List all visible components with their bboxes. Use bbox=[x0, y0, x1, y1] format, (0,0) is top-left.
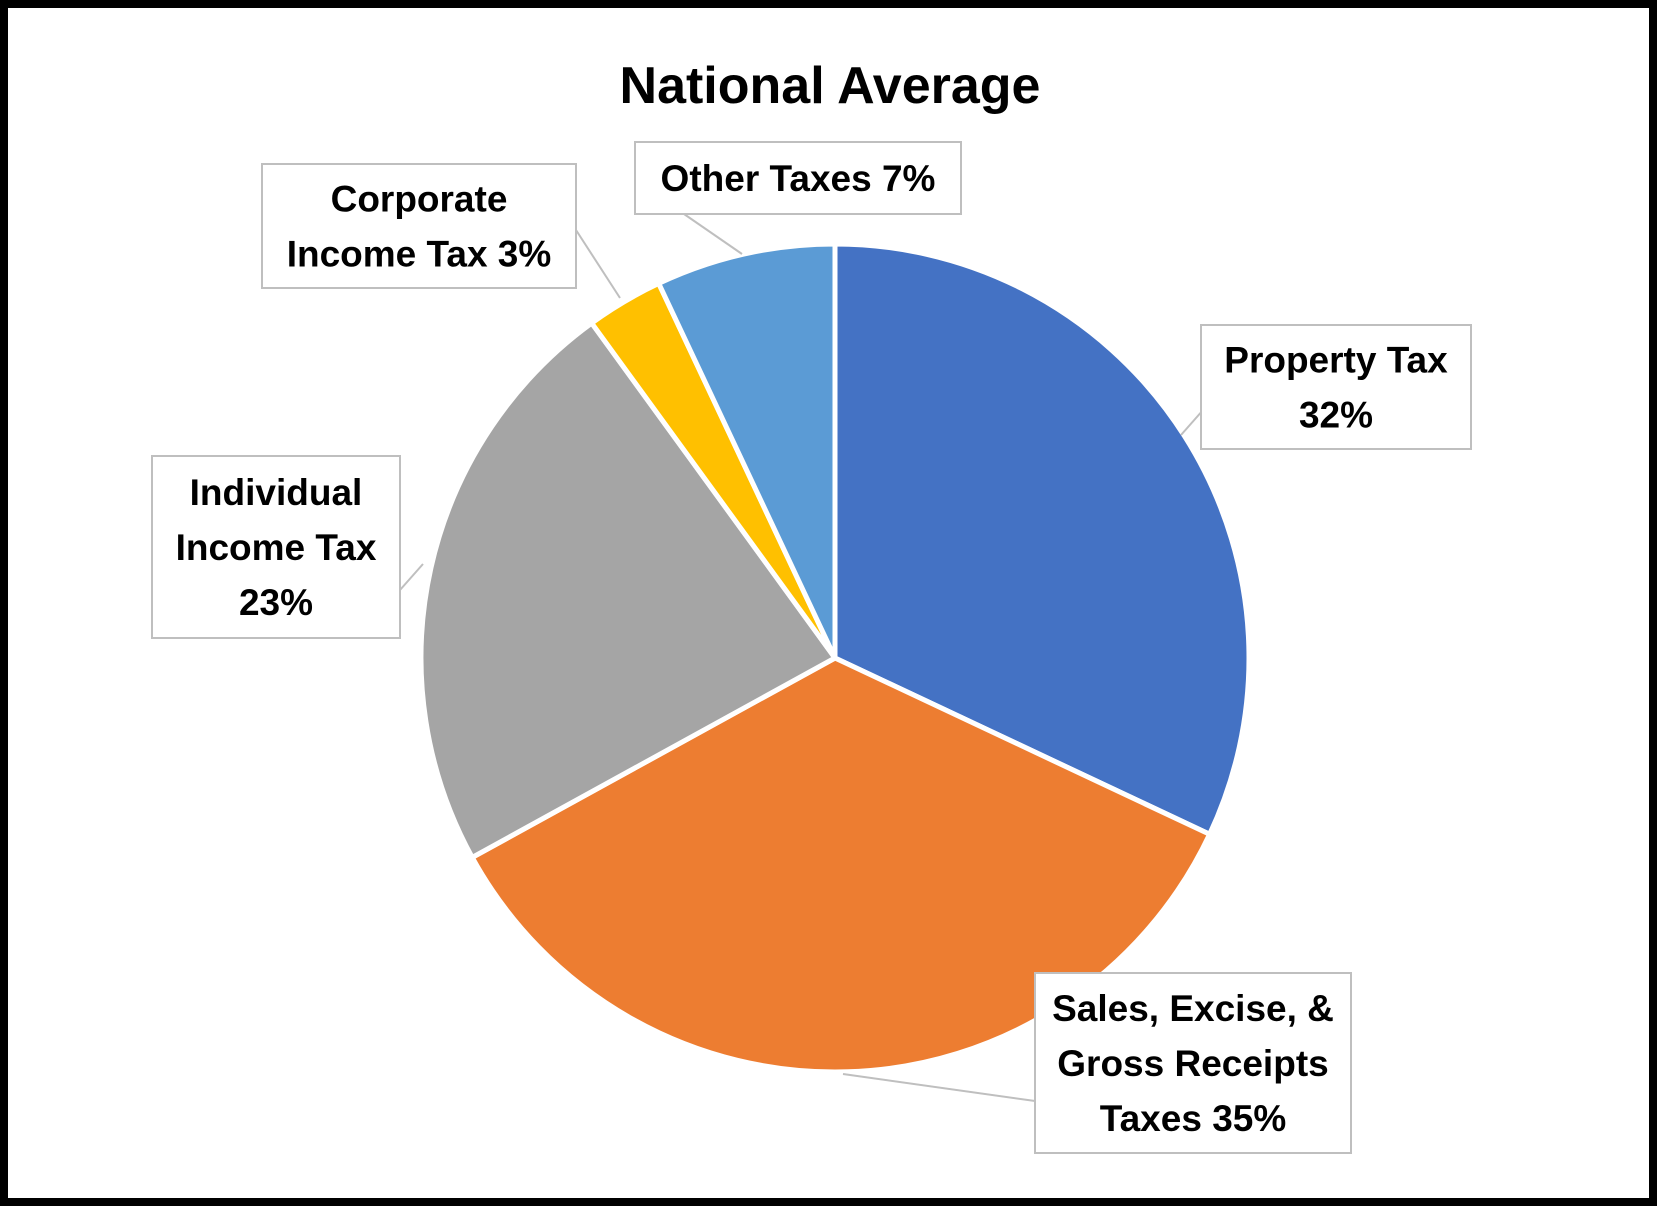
data-label-2: Individual Income Tax 23% bbox=[151, 455, 424, 639]
data-label-text: Taxes 35% bbox=[1100, 1098, 1287, 1139]
data-label-1: Sales, Excise, & Gross Receipts Taxes 35% bbox=[842, 972, 1352, 1154]
label-box-1 bbox=[1034, 972, 1352, 1154]
label-box-2 bbox=[151, 455, 401, 639]
data-label-text: Gross Receipts bbox=[1057, 1043, 1328, 1084]
pie-slice-1 bbox=[469, 655, 1213, 1075]
label-box-0 bbox=[1200, 324, 1472, 450]
data-label-text: Income Tax bbox=[176, 527, 377, 568]
label-box-4 bbox=[634, 141, 962, 215]
data-label-text: Corporate bbox=[331, 179, 508, 220]
data-label-text: 23% bbox=[239, 582, 313, 623]
pie-slice-4 bbox=[656, 241, 838, 661]
label-leader-line-4 bbox=[683, 213, 743, 255]
data-label-text: Individual bbox=[190, 472, 363, 513]
data-label-4: Other Taxes 7% bbox=[634, 141, 962, 255]
pie-slice-2 bbox=[418, 320, 838, 860]
data-label-0: Property Tax 32% bbox=[1180, 324, 1472, 450]
chart-title: National Average bbox=[620, 57, 1041, 115]
data-label-text: Income Tax 3% bbox=[287, 234, 552, 275]
pie-chart: National Average Property Tax 32% Sales, E… bbox=[151, 57, 1472, 1154]
data-label-text: Other Taxes 7% bbox=[661, 158, 936, 199]
data-label-3: Corporate Income Tax 3% bbox=[261, 163, 621, 299]
label-leader-line-2 bbox=[399, 563, 424, 591]
data-label-text: 32% bbox=[1299, 395, 1373, 436]
label-box-3 bbox=[261, 163, 577, 289]
label-leader-line-3 bbox=[575, 229, 621, 299]
data-label-text: Sales, Excise, & bbox=[1052, 988, 1334, 1029]
pie-slices bbox=[418, 241, 1252, 1075]
data-labels: Property Tax 32% Sales, Excise, & Gross Rec… bbox=[151, 141, 1472, 1154]
label-leader-line-1 bbox=[842, 1073, 1036, 1102]
pie-slice-0 bbox=[832, 241, 1252, 837]
data-label-text: Property Tax bbox=[1224, 340, 1448, 381]
